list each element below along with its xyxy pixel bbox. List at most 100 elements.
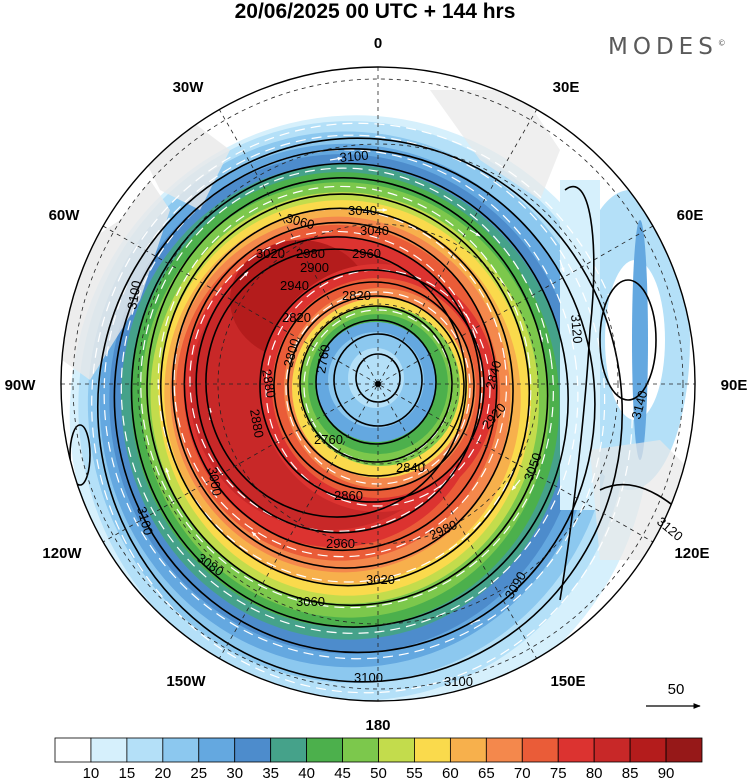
lon-label-0: 0 [374,35,382,52]
height-contours [69,137,695,683]
latitude-circle [72,78,684,690]
brand-mark: © [717,38,726,48]
colorbar-box [126,737,164,763]
contour-label: 2820 [282,310,311,325]
lon-label-30e: 30E [553,79,580,96]
land-north-america [61,180,170,380]
colorbar-tick-label: 55 [406,765,423,782]
contour-label: 3140 [628,389,650,421]
colorbar: 10 15 20 25 30 35 40 45 50 55 60 65 70 75 80 85 90 [54,737,703,782]
contour-label: 2760 [314,432,343,447]
colorbar-tick-label: 30 [226,765,243,782]
colorbar-tick-label: 70 [514,765,531,782]
contour-label: 2960 [326,536,355,551]
lon-label-30w: 30W [173,79,205,96]
colorbar-tick-label: 20 [154,765,171,782]
contour-label: 3100 [354,670,383,685]
colorbar-tick-label: 35 [262,765,279,782]
contour-label: 3120 [568,314,585,344]
colorbar-tick-label: 45 [334,765,351,782]
colorbar-box [521,737,559,763]
contour-label: 2820 [342,288,371,303]
contour-3100 [97,137,623,683]
brand-name: MODES [608,34,718,60]
contour-2980 [183,221,498,552]
reference-vector: 50 [646,681,701,709]
contour-label: 2860 [334,488,363,503]
colorbar-box [665,737,703,763]
lon-label-60w: 60W [49,207,81,224]
latitude-circle [217,223,539,545]
contour-label: 2760 [313,343,333,374]
contour-label: 3100 [339,148,369,165]
contour-label: 2900 [300,260,329,275]
flow-arrow [539,329,544,343]
colorbar-box [629,737,667,763]
north-pole-marker [375,381,381,387]
lon-label-90e: 90E [721,377,748,394]
colorbar-tick-label: 25 [190,765,207,782]
shade-inner-15 [348,348,404,408]
colorbar-tick-label: 60 [442,765,459,782]
contour-label: 3100 [124,279,144,310]
colorbar-ticks: 10 15 20 25 30 35 40 45 50 55 60 65 70 75 80 85 90 [83,765,675,782]
shade-east-band [632,220,648,460]
colorbar-tick-label: 80 [586,765,603,782]
contour-3060 [130,162,569,628]
contour-3040 [146,177,549,607]
contour-label: 3100 [444,674,473,689]
lon-label-180: 180 [365,717,390,734]
map-title: 20/06/2025 00 UTC + 144 hrs [234,0,516,23]
flow-arrow [559,259,565,273]
contour-label: 3100 [134,505,156,537]
contour-3100-west-high [69,424,91,486]
colorbar-box [306,737,343,763]
contour-label: 2960 [352,246,381,261]
contour-label: 2940 [280,278,309,293]
contour-label: 3020 [366,572,395,587]
colorbar-box [414,737,451,763]
colorbar-box [54,737,92,763]
contour-label: 2880 [259,368,279,399]
colorbar-box [342,737,379,763]
colorbar-tick-label: 10 [83,765,100,782]
contour-label: 2840 [396,460,425,475]
contour-2880 [273,281,475,491]
contour-3080 [113,148,596,654]
contour-2900 [259,269,485,503]
contour-3020 [160,193,531,587]
longitude-labels: 0 30E 60E 90E 120E 150E 180 150W 120W 90… [5,35,748,734]
colorbar-box [162,737,200,763]
lon-label-120e: 120E [674,545,709,562]
contour-label: 3040 [360,223,389,238]
latitude-circle [137,143,619,625]
contour-2940 [205,248,467,518]
flow-arrow [511,479,521,491]
flow-arrow [329,156,343,161]
colorbar-box [270,737,308,763]
contour-label: 2880 [247,408,267,439]
colorbar-box [198,737,236,763]
reference-vector-value: 50 [668,681,685,698]
brand-logo: MODES© [608,34,726,60]
contour-label: 2980 [296,246,325,261]
lon-label-120w: 120W [42,545,82,562]
contour-labels: 3100 3060 3040 3040 3020 2980 2960 2940 … [124,148,686,689]
map-border [60,66,696,702]
contour-2860 [287,295,465,477]
colorbar-box [449,737,487,763]
contour-2740 [355,353,401,403]
meridian-60e-120w [102,225,654,543]
contour-label: 3060 [296,594,325,609]
contour-label: 2800 [280,337,302,369]
colorbar-tick-label: 90 [658,765,675,782]
contour-label: 3040 [348,203,377,218]
lon-label-90w: 90W [5,377,37,394]
flow-arrow [469,229,481,237]
contour-2800 [315,319,437,445]
latitude-circle [297,303,459,465]
lon-label-60e: 60E [677,207,704,224]
colorbar-box [378,737,415,763]
streamline-ring-8 [265,269,491,507]
